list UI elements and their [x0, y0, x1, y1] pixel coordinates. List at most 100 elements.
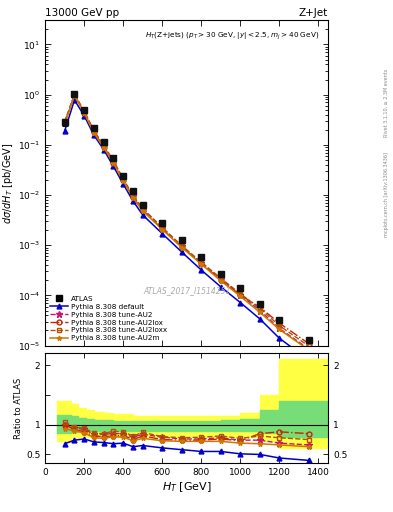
Line: Pythia 8.308 tune-AU2m: Pythia 8.308 tune-AU2m	[62, 93, 311, 352]
Pythia 8.308 tune-AU2loxx	[72, 91, 77, 97]
Y-axis label: $d\sigma/dH_{T}$ [pb/GeV]: $d\sigma/dH_{T}$ [pb/GeV]	[1, 142, 15, 224]
Pythia 8.308 tune-AU2lox	[199, 261, 204, 267]
Pythia 8.308 default	[140, 212, 145, 218]
Pythia 8.308 default	[82, 113, 86, 119]
Pythia 8.308 tune-AU2m	[219, 278, 223, 284]
Line: Pythia 8.308 tune-AU2loxx: Pythia 8.308 tune-AU2loxx	[62, 92, 311, 349]
Pythia 8.308 tune-AU2lox	[277, 320, 282, 326]
Pythia 8.308 tune-AU2lox	[257, 304, 262, 310]
Pythia 8.308 tune-AU2loxx	[101, 142, 106, 148]
Pythia 8.308 tune-AU2loxx	[257, 305, 262, 311]
Pythia 8.308 tune-AU2	[101, 143, 106, 149]
Pythia 8.308 tune-AU2	[121, 176, 126, 182]
Pythia 8.308 tune-AU2m	[82, 110, 86, 116]
Pythia 8.308 default	[101, 146, 106, 153]
Text: 13000 GeV pp: 13000 GeV pp	[45, 8, 119, 18]
Pythia 8.308 tune-AU2m	[238, 293, 243, 300]
Pythia 8.308 tune-AU2loxx	[121, 176, 126, 182]
Pythia 8.308 tune-AU2lox	[160, 226, 165, 232]
Pythia 8.308 tune-AU2	[160, 225, 165, 231]
Pythia 8.308 tune-AU2m	[101, 144, 106, 151]
Pythia 8.308 tune-AU2m	[130, 195, 135, 201]
Pythia 8.308 tune-AU2m	[257, 309, 262, 315]
X-axis label: $H_T$ [GeV]: $H_T$ [GeV]	[162, 480, 211, 494]
Pythia 8.308 default	[238, 300, 243, 306]
Pythia 8.308 tune-AU2	[140, 206, 145, 212]
Pythia 8.308 tune-AU2loxx	[62, 119, 67, 125]
Pythia 8.308 tune-AU2lox	[82, 110, 86, 116]
Pythia 8.308 tune-AU2loxx	[238, 291, 243, 297]
Pythia 8.308 tune-AU2m	[306, 347, 311, 353]
Pythia 8.308 tune-AU2m	[72, 93, 77, 99]
Pythia 8.308 tune-AU2	[92, 129, 96, 135]
Pythia 8.308 tune-AU2lox	[72, 92, 77, 98]
Pythia 8.308 tune-AU2m	[140, 208, 145, 214]
Pythia 8.308 tune-AU2	[130, 193, 135, 199]
Pythia 8.308 tune-AU2lox	[101, 143, 106, 150]
Pythia 8.308 tune-AU2m	[199, 261, 204, 267]
Pythia 8.308 tune-AU2lox	[306, 340, 311, 347]
Pythia 8.308 tune-AU2loxx	[199, 259, 204, 265]
Pythia 8.308 default	[219, 284, 223, 290]
Pythia 8.308 tune-AU2	[257, 307, 262, 313]
Pythia 8.308 tune-AU2	[219, 276, 223, 282]
Pythia 8.308 tune-AU2lox	[140, 207, 145, 213]
Text: $H_T$(Z+jets) ($p_T > 30$ GeV, $|y| < 2.5$, $m_j > 40$ GeV): $H_T$(Z+jets) ($p_T > 30$ GeV, $|y| < 2.…	[145, 30, 320, 41]
Pythia 8.308 tune-AU2m	[160, 226, 165, 232]
Pythia 8.308 tune-AU2	[180, 243, 184, 249]
Pythia 8.308 tune-AU2lox	[130, 194, 135, 200]
Pythia 8.308 default	[111, 163, 116, 169]
Pythia 8.308 tune-AU2m	[277, 326, 282, 332]
Pythia 8.308 default	[160, 230, 165, 237]
Line: Pythia 8.308 tune-AU2lox: Pythia 8.308 tune-AU2lox	[62, 93, 311, 346]
Pythia 8.308 tune-AU2lox	[180, 244, 184, 250]
Pythia 8.308 tune-AU2	[306, 346, 311, 352]
Pythia 8.308 tune-AU2	[82, 109, 86, 115]
Pythia 8.308 tune-AU2lox	[111, 160, 116, 166]
Pythia 8.308 default	[62, 128, 67, 134]
Text: Z+Jet: Z+Jet	[299, 8, 328, 18]
Pythia 8.308 tune-AU2loxx	[219, 275, 223, 281]
Pythia 8.308 tune-AU2lox	[62, 119, 67, 125]
Pythia 8.308 tune-AU2lox	[219, 276, 223, 283]
Pythia 8.308 tune-AU2m	[62, 121, 67, 127]
Pythia 8.308 default	[257, 316, 262, 322]
Pythia 8.308 default	[180, 249, 184, 255]
Pythia 8.308 tune-AU2	[72, 92, 77, 98]
Pythia 8.308 default	[277, 335, 282, 342]
Line: Pythia 8.308 default: Pythia 8.308 default	[62, 98, 311, 362]
Pythia 8.308 tune-AU2loxx	[140, 205, 145, 211]
Pythia 8.308 tune-AU2loxx	[160, 224, 165, 230]
Pythia 8.308 tune-AU2lox	[121, 177, 126, 183]
Pythia 8.308 tune-AU2	[111, 159, 116, 165]
Pythia 8.308 tune-AU2loxx	[111, 158, 116, 164]
Pythia 8.308 default	[130, 198, 135, 204]
Pythia 8.308 tune-AU2m	[111, 160, 116, 166]
Pythia 8.308 tune-AU2	[62, 119, 67, 125]
Pythia 8.308 tune-AU2loxx	[306, 343, 311, 349]
Pythia 8.308 default	[72, 97, 77, 103]
Pythia 8.308 tune-AU2m	[92, 130, 96, 136]
Pythia 8.308 tune-AU2	[238, 292, 243, 298]
Pythia 8.308 tune-AU2	[199, 260, 204, 266]
Pythia 8.308 tune-AU2	[277, 325, 282, 331]
Text: ATLAS_2017_I1514251: ATLAS_2017_I1514251	[143, 286, 230, 295]
Pythia 8.308 tune-AU2loxx	[82, 108, 86, 114]
Line: Pythia 8.308 tune-AU2: Pythia 8.308 tune-AU2	[62, 92, 312, 352]
Legend: ATLAS, Pythia 8.308 default, Pythia 8.308 tune-AU2, Pythia 8.308 tune-AU2lox, Py: ATLAS, Pythia 8.308 default, Pythia 8.30…	[48, 294, 169, 343]
Pythia 8.308 tune-AU2lox	[238, 292, 243, 298]
Pythia 8.308 default	[121, 181, 126, 187]
Pythia 8.308 default	[199, 267, 204, 273]
Pythia 8.308 default	[92, 132, 96, 138]
Pythia 8.308 tune-AU2loxx	[92, 128, 96, 134]
Text: mcplots.cern.ch [arXiv:1306.3436]: mcplots.cern.ch [arXiv:1306.3436]	[384, 152, 389, 237]
Pythia 8.308 tune-AU2lox	[92, 129, 96, 135]
Pythia 8.308 tune-AU2loxx	[130, 193, 135, 199]
Y-axis label: Ratio to ATLAS: Ratio to ATLAS	[14, 378, 23, 439]
Pythia 8.308 default	[306, 357, 311, 363]
Pythia 8.308 tune-AU2m	[180, 244, 184, 250]
Pythia 8.308 tune-AU2loxx	[180, 243, 184, 249]
Pythia 8.308 tune-AU2loxx	[277, 323, 282, 329]
Pythia 8.308 tune-AU2m	[121, 178, 126, 184]
Text: Rivet 3.1.10, ≥ 2.3M events: Rivet 3.1.10, ≥ 2.3M events	[384, 68, 389, 137]
